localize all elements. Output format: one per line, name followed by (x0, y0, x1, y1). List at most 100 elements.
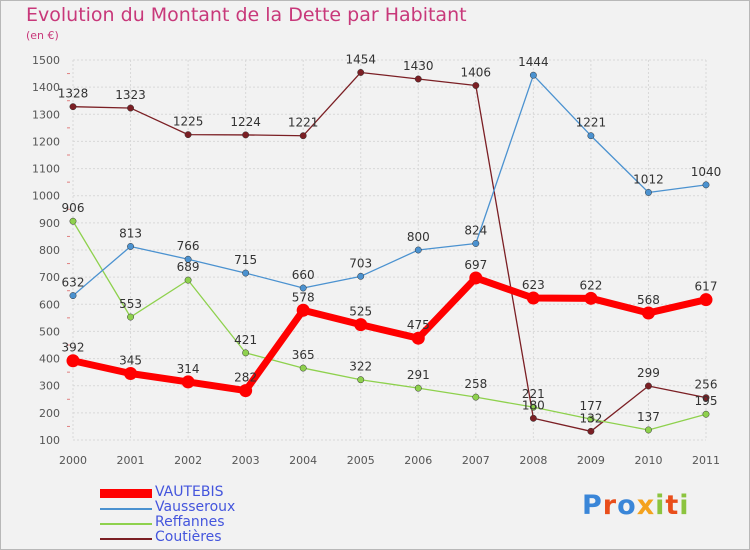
data-label: 1328 (58, 87, 89, 101)
data-label: 1323 (115, 88, 146, 102)
y-tick-label: 200 (39, 407, 60, 420)
data-point (242, 269, 250, 277)
data-point (184, 255, 192, 263)
data-label: 256 (695, 378, 718, 392)
legend-label: Reffannes (155, 514, 225, 530)
data-point (299, 132, 307, 140)
data-label: 475 (407, 318, 430, 332)
data-label: 632 (62, 276, 85, 290)
data-point (299, 364, 307, 372)
legend-swatch (100, 538, 152, 540)
data-label: 553 (119, 297, 142, 311)
data-label: 1012 (633, 172, 664, 186)
data-point (472, 240, 480, 247)
data-label: 322 (349, 360, 372, 374)
y-tick-label: 700 (39, 271, 60, 284)
data-label: 392 (62, 341, 85, 355)
data-point (354, 318, 368, 332)
data-label: 421 (234, 333, 257, 347)
axes: 100 200 300 400 500 600 700 800 900 1000 1100 1200 1… (32, 54, 720, 467)
data-point (184, 131, 192, 139)
data-label: 195 (695, 394, 718, 408)
chart-title: Evolution du Montant de la Dette par Hab… (26, 4, 467, 26)
data-point (299, 284, 307, 292)
legend-label: Vausseroux (155, 499, 236, 515)
data-label: 703 (349, 256, 372, 270)
y-tick-label: 900 (39, 217, 60, 230)
data-label: 1430 (403, 59, 434, 73)
data-label: 1040 (691, 165, 722, 179)
data-label: 177 (579, 399, 602, 413)
legend-label: VAUTEBIS (155, 484, 224, 500)
data-label: 345 (119, 354, 142, 368)
series-line-vausseroux (72, 74, 707, 297)
x-tick-label: 2011 (692, 454, 720, 467)
data-point (587, 415, 595, 423)
data-point (529, 414, 537, 422)
data-point (296, 303, 310, 317)
y-tick-label: 100 (39, 434, 60, 447)
y-tick-label: 1200 (32, 135, 60, 148)
logo-letter: i (655, 490, 666, 521)
data-point (702, 394, 710, 402)
logo-letter: o (617, 490, 637, 521)
data-point (69, 292, 77, 300)
y-tick-label: 400 (39, 353, 60, 366)
data-label: 221 (522, 387, 545, 401)
data-point (124, 367, 138, 380)
x-tick-label: 2007 (462, 454, 490, 467)
data-point (127, 243, 134, 250)
data-point (702, 181, 710, 189)
data-label: 1444 (518, 55, 549, 69)
data-point (529, 71, 537, 79)
logo-letter: x (636, 490, 656, 521)
data-point (699, 293, 713, 307)
y-tick-label: 1400 (32, 81, 60, 94)
data-label: 180 (522, 398, 545, 412)
y-tick-label: 600 (39, 298, 60, 311)
gridlines (72, 59, 707, 441)
data-point (529, 403, 537, 411)
data-point (411, 331, 425, 345)
data-point (414, 246, 422, 254)
data-point (645, 426, 652, 434)
x-tick-label: 2001 (117, 454, 145, 467)
y-tick-label: 1000 (32, 190, 60, 203)
data-label: 568 (637, 293, 660, 307)
x-tick-label: 2004 (289, 454, 317, 467)
x-tick-label: 2006 (404, 454, 432, 467)
data-point (702, 410, 710, 418)
series-layer (66, 69, 713, 435)
data-label: 617 (695, 280, 718, 294)
y-tick-label: 1100 (32, 163, 60, 176)
data-label: 365 (292, 348, 315, 362)
x-tick-label: 2008 (519, 454, 547, 467)
data-label: 813 (119, 226, 142, 240)
legend-swatch (100, 489, 152, 498)
x-tick-label: 2003 (232, 454, 260, 467)
data-point (242, 349, 250, 357)
data-label: 623 (522, 278, 545, 292)
y-tick-label: 500 (39, 325, 60, 338)
data-label: 1406 (461, 66, 492, 80)
proxiti-logo: Proxiti (582, 490, 690, 521)
data-point (69, 217, 77, 225)
data-point (127, 313, 134, 321)
data-label: 1225 (173, 115, 204, 129)
data-point (587, 132, 595, 140)
data-point (472, 393, 480, 401)
data-label: 689 (177, 260, 200, 274)
data-label: 291 (407, 368, 430, 382)
data-point (472, 82, 480, 89)
data-label: 715 (234, 253, 257, 267)
data-point (587, 427, 595, 435)
data-point (239, 384, 253, 398)
data-point (469, 271, 483, 285)
y-tick-label: 300 (39, 380, 60, 393)
legend-label: Coutières (155, 529, 222, 545)
legend-swatch (100, 508, 152, 510)
y-tick-label: 800 (39, 244, 60, 257)
data-label: 800 (407, 230, 430, 244)
data-label: 299 (637, 366, 660, 380)
